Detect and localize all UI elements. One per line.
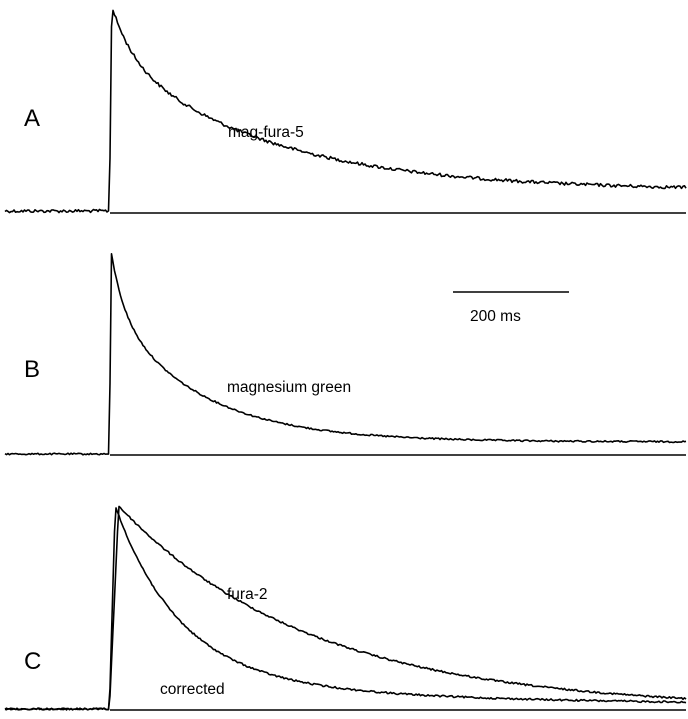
panel-letter-b: B: [24, 356, 40, 383]
panel-letter-c: C: [24, 648, 41, 675]
panel-letter-a: A: [24, 105, 40, 132]
panel-a: A mag-fura-5: [4, 9, 687, 214]
label-mag-fura-5: mag-fura-5: [228, 124, 304, 141]
panel-c: C fura-2 corrected: [4, 505, 687, 711]
trace-corrected: [4, 507, 687, 711]
label-corrected: corrected: [160, 681, 225, 698]
label-fura-2: fura-2: [227, 586, 268, 603]
scale-bar: 200 ms: [453, 291, 569, 325]
trace-fura-2: [4, 505, 687, 711]
label-magnesium-green: magnesium green: [227, 379, 351, 396]
trace-magnesium-green: [4, 253, 687, 456]
trace-mag-fura-5: [4, 9, 687, 214]
scale-bar-label: 200 ms: [470, 308, 521, 325]
panel-b: B magnesium green: [4, 253, 687, 456]
